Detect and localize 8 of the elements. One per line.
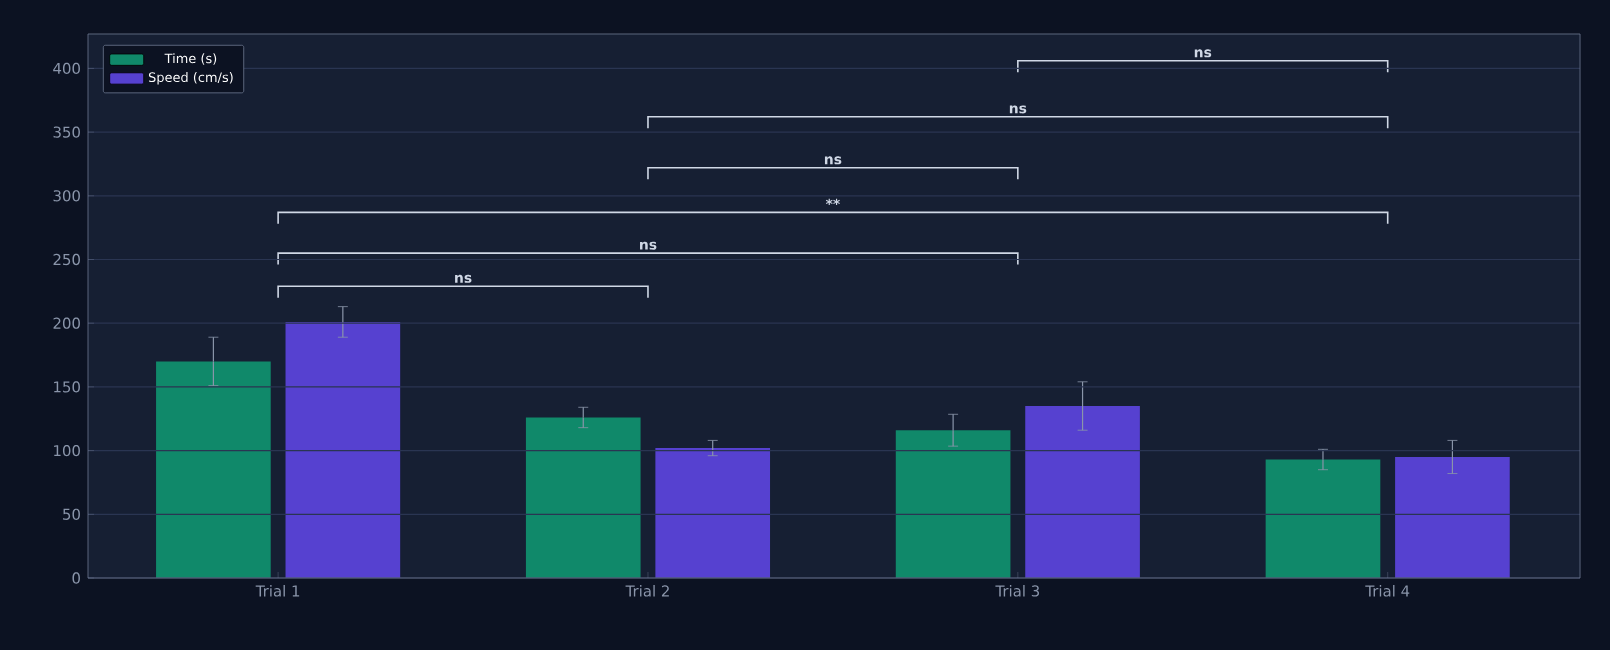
bar — [1395, 456, 1510, 578]
bar — [895, 430, 1011, 578]
bar — [1265, 459, 1381, 578]
bar — [156, 361, 271, 578]
bar — [655, 448, 771, 578]
bar — [1025, 406, 1140, 578]
bar — [525, 417, 641, 578]
bar — [285, 321, 401, 578]
